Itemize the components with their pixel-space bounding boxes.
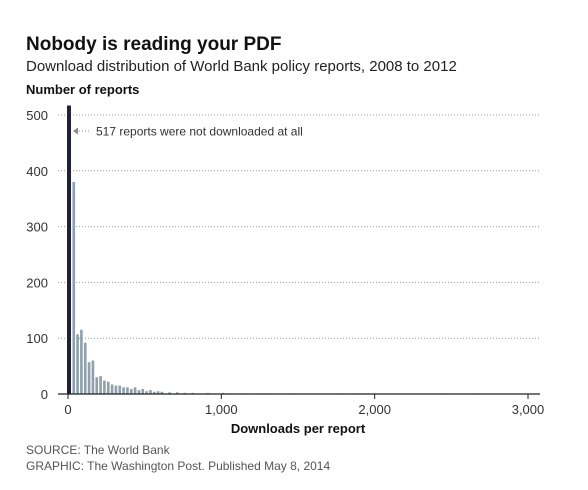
histogram-bar — [110, 384, 114, 394]
histogram-bar — [72, 181, 76, 394]
histogram-bar — [133, 387, 137, 394]
histogram-bar — [118, 385, 122, 394]
zero-downloads-bar — [67, 105, 71, 394]
histogram-bar — [168, 392, 171, 394]
y-tick-label: 0 — [41, 387, 48, 402]
source-note: SOURCE: The World Bank GRAPHIC: The Wash… — [26, 442, 330, 474]
y-tick-label: 100 — [26, 331, 48, 346]
chart-title: Nobody is reading your PDF — [26, 34, 282, 55]
histogram-bar — [122, 387, 125, 394]
source-line: SOURCE: The World Bank — [26, 443, 170, 457]
x-tick-label: 3,000 — [512, 402, 545, 417]
histogram-bar — [126, 387, 129, 394]
histogram-bar — [76, 334, 79, 394]
histogram-bar — [83, 342, 87, 394]
histogram-bar — [91, 360, 95, 394]
histogram-bar — [95, 377, 99, 394]
annotation-arrowhead — [73, 127, 78, 135]
histogram-bar — [103, 380, 106, 394]
histogram-bar — [137, 390, 141, 394]
graphic-credit-line: GRAPHIC: The Washington Post. Published … — [26, 459, 331, 473]
histogram-bar — [114, 385, 118, 394]
histogram-bar — [87, 362, 91, 394]
x-tick-label: 0 — [64, 402, 71, 417]
y-tick-label: 400 — [26, 164, 48, 179]
histogram-bar — [152, 391, 156, 394]
histogram-bar — [145, 391, 148, 394]
histogram-bar — [106, 381, 110, 394]
histogram-bar — [80, 329, 83, 394]
histogram-bar — [156, 391, 160, 394]
x-axis-label: Downloads per report — [231, 421, 366, 436]
x-tick-label: 2,000 — [358, 402, 391, 417]
histogram-bar — [141, 388, 145, 394]
x-tick-label: 1,000 — [205, 402, 238, 417]
y-tick-label: 300 — [26, 220, 48, 235]
y-tick-label: 500 — [26, 108, 48, 123]
chart-subtitle: Download distribution of World Bank poli… — [26, 58, 457, 75]
histogram-bar — [175, 392, 179, 394]
histogram-bar — [160, 391, 164, 394]
y-axis-label: Number of reports — [26, 82, 140, 97]
histogram-bar — [149, 390, 152, 394]
y-tick-label: 200 — [26, 275, 48, 290]
histogram-bar — [99, 376, 102, 394]
histogram-bar — [129, 388, 133, 394]
annotation-text: 517 reports were not downloaded at all — [96, 125, 303, 139]
